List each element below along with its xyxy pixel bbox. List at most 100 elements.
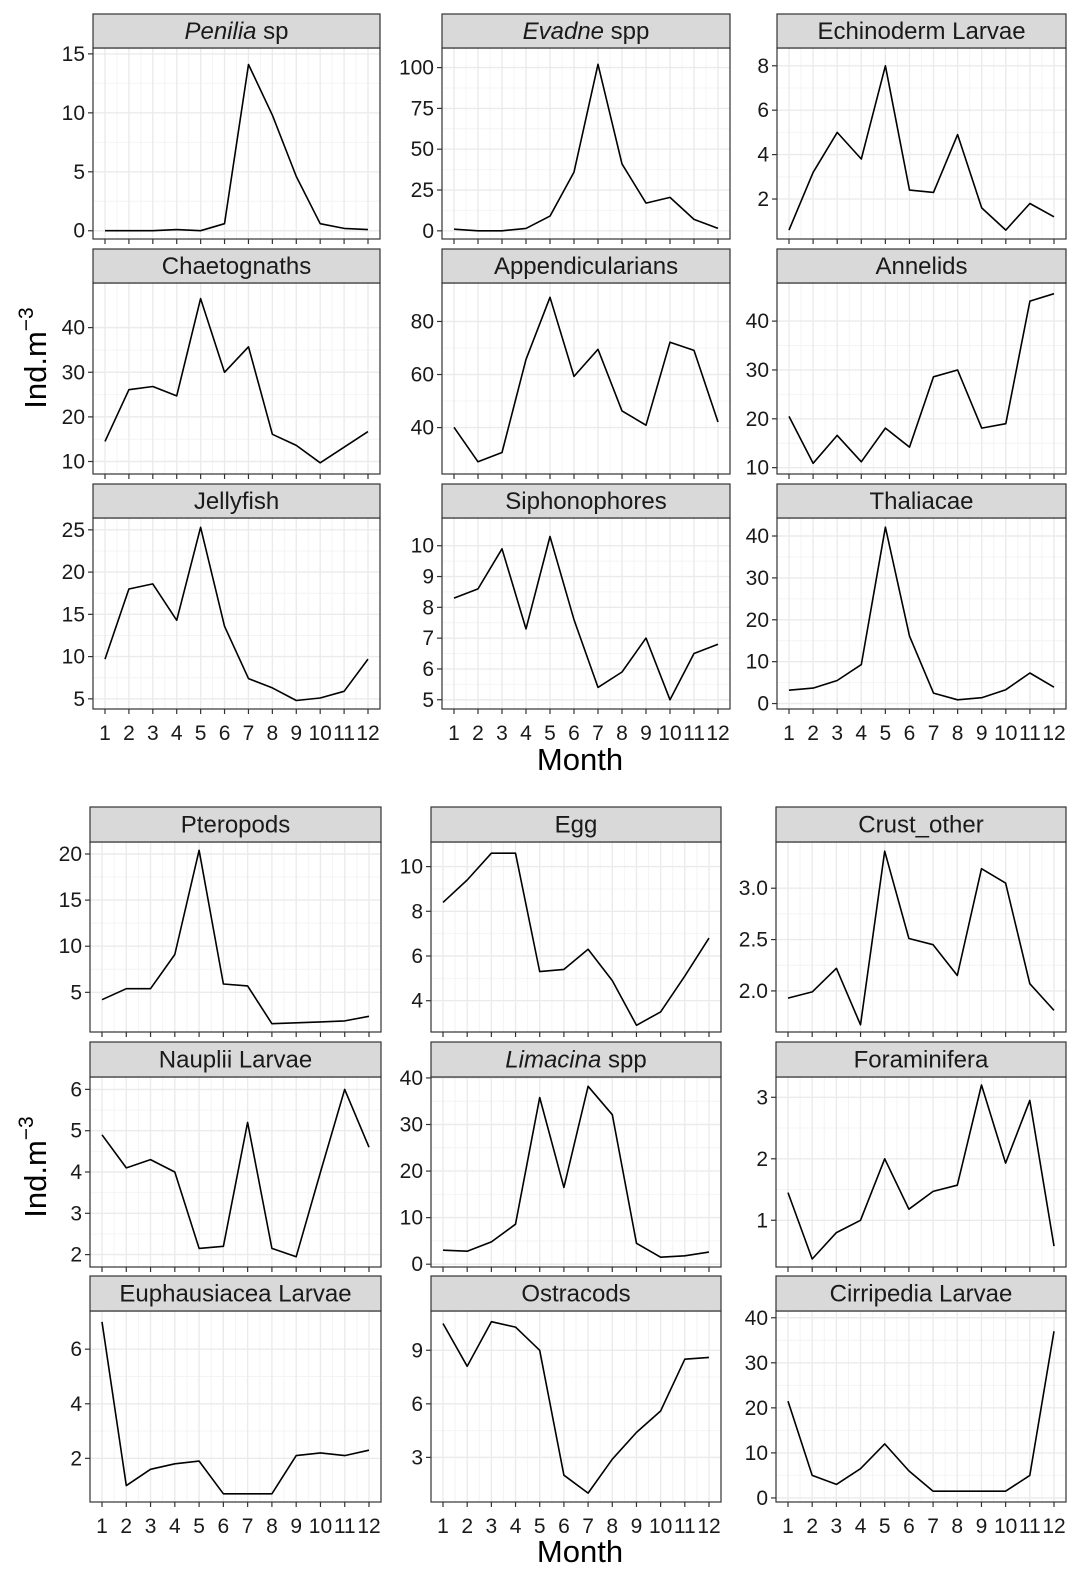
x-tick-label: 8 — [606, 1515, 618, 1538]
facet-title: Crust_other — [858, 812, 983, 839]
x-tick-label: 1 — [448, 722, 460, 745]
x-tick-label: 8 — [616, 722, 628, 745]
series-line — [101, 1088, 370, 1258]
y-axis-title-top: Ind.m−3 — [15, 307, 53, 408]
facet-title: Thaliacae — [869, 488, 973, 515]
x-tick-label: 7 — [582, 1515, 594, 1538]
facet-strip — [775, 1275, 1067, 1312]
y-tick-label: 7 — [422, 627, 434, 650]
y-tick-label: 4 — [757, 144, 769, 167]
facet-title: Siphonophores — [505, 488, 666, 515]
y-tick-label: 30 — [745, 1352, 768, 1375]
y-tick-label: 6 — [411, 1393, 423, 1416]
facet-title: Egg — [555, 812, 598, 839]
x-tick-label: 5 — [544, 722, 556, 745]
x-tick-label: 10 — [994, 722, 1017, 745]
x-tick-label: 8 — [266, 1515, 278, 1538]
facet-panel: Nauplii Larvae 2 3 4 5 6 — [70, 1041, 382, 1272]
facet-title-part: Annelids — [875, 253, 967, 280]
facet-strip — [430, 806, 722, 843]
series-line — [101, 1321, 370, 1495]
x-tick-label: 11 — [674, 1515, 696, 1538]
x-tick-label: 10 — [658, 722, 681, 745]
x-tick-label: 11 — [334, 1515, 356, 1538]
series-line — [788, 292, 1055, 465]
x-tick-label: 7 — [243, 722, 255, 745]
series-line — [787, 1331, 1055, 1492]
x-tick-label: 2 — [807, 722, 819, 745]
facet-panel: Egg 4 6 8 10 — [400, 806, 722, 1037]
facet-title-part: Limacina — [505, 1047, 601, 1074]
y-tick-label: 6 — [757, 99, 769, 122]
facet-strip — [92, 13, 381, 49]
x-tick-label: 3 — [496, 722, 508, 745]
series-line — [104, 526, 369, 702]
x-tick-label: 8 — [951, 1515, 963, 1538]
x-tick-label: 7 — [242, 1515, 254, 1538]
facet-panel: Chaetognaths 10 20 30 40 — [62, 248, 381, 479]
x-tick-label: 2 — [806, 1515, 818, 1538]
y-tick-label: 10 — [746, 651, 769, 674]
facet-strip — [92, 248, 381, 284]
facet-strip — [776, 248, 1067, 284]
x-tick-label: 9 — [976, 722, 988, 745]
y-tick-label: 2 — [757, 188, 769, 211]
x-tick-label: 4 — [855, 1515, 867, 1538]
facet-strip — [776, 13, 1067, 49]
x-tick-label: 6 — [568, 722, 580, 745]
facet-panel: Appendicularians 40 60 80 — [411, 248, 731, 479]
x-tick-label: 3 — [831, 1515, 843, 1538]
x-tick-label: 9 — [631, 1515, 643, 1538]
facet-title-part: sp — [257, 18, 289, 45]
x-tick-label: 11 — [333, 722, 355, 745]
y-axis-title-top-sup: −3 — [15, 307, 38, 331]
y-tick-label: 5 — [70, 981, 82, 1004]
y-tick-label: 10 — [411, 535, 434, 558]
x-tick-label: 2 — [461, 1515, 473, 1538]
x-tick-label: 9 — [290, 722, 302, 745]
x-tick-label: 3 — [145, 1515, 157, 1538]
facet-title: Euphausiacea Larvae — [119, 1281, 351, 1308]
x-tick-label: 4 — [520, 722, 532, 745]
facet-strip — [441, 13, 731, 49]
y-tick-label: 40 — [62, 317, 85, 340]
y-tick-label: 40 — [411, 417, 434, 440]
x-tick-label: 3 — [486, 1515, 498, 1538]
facet-strip — [92, 483, 381, 519]
x-tick-label: 5 — [193, 1515, 205, 1538]
facet-title-part: Foraminifera — [854, 1047, 989, 1074]
x-tick-label: 8 — [267, 722, 279, 745]
y-tick-label: 2 — [756, 1148, 768, 1171]
facet-title-part: Chaetognaths — [162, 253, 311, 280]
facet-strip — [441, 248, 731, 284]
x-tick-label: 5 — [534, 1515, 546, 1538]
facet-title-part: Nauplii Larvae — [159, 1047, 312, 1074]
x-tick-label: 6 — [219, 722, 231, 745]
x-tick-label: 3 — [831, 722, 843, 745]
y-tick-label: 30 — [62, 361, 85, 384]
x-tick-label: 8 — [952, 722, 964, 745]
x-tick-label: 10 — [994, 1515, 1017, 1538]
series-line — [105, 63, 369, 232]
x-axis-title-top: Month — [537, 742, 623, 777]
facet-title-part: Euphausiacea Larvae — [119, 1281, 351, 1308]
y-tick-label: 3 — [411, 1446, 423, 1469]
x-tick-label: 2 — [472, 722, 484, 745]
facet-title-part: Cirripedia Larvae — [830, 1281, 1013, 1308]
facet-title: Jellyfish — [194, 488, 279, 515]
facet-title-part: Jellyfish — [194, 488, 279, 515]
facet-title: Ostracods — [521, 1281, 630, 1308]
y-tick-label: 25 — [62, 519, 85, 542]
facet-title: Penilia sp — [184, 18, 288, 45]
y-tick-label: 9 — [422, 566, 434, 589]
y-tick-label: 0 — [757, 693, 769, 716]
y-tick-label: 2 — [70, 1244, 82, 1267]
y-tick-label: 40 — [745, 1307, 768, 1330]
x-tick-label: 11 — [1019, 722, 1041, 745]
x-tick-label: 6 — [903, 1515, 915, 1538]
y-tick-label: 20 — [59, 843, 82, 866]
facet-title-part: Crust_other — [858, 812, 983, 839]
facet-title: Echinoderm Larvae — [817, 18, 1025, 45]
